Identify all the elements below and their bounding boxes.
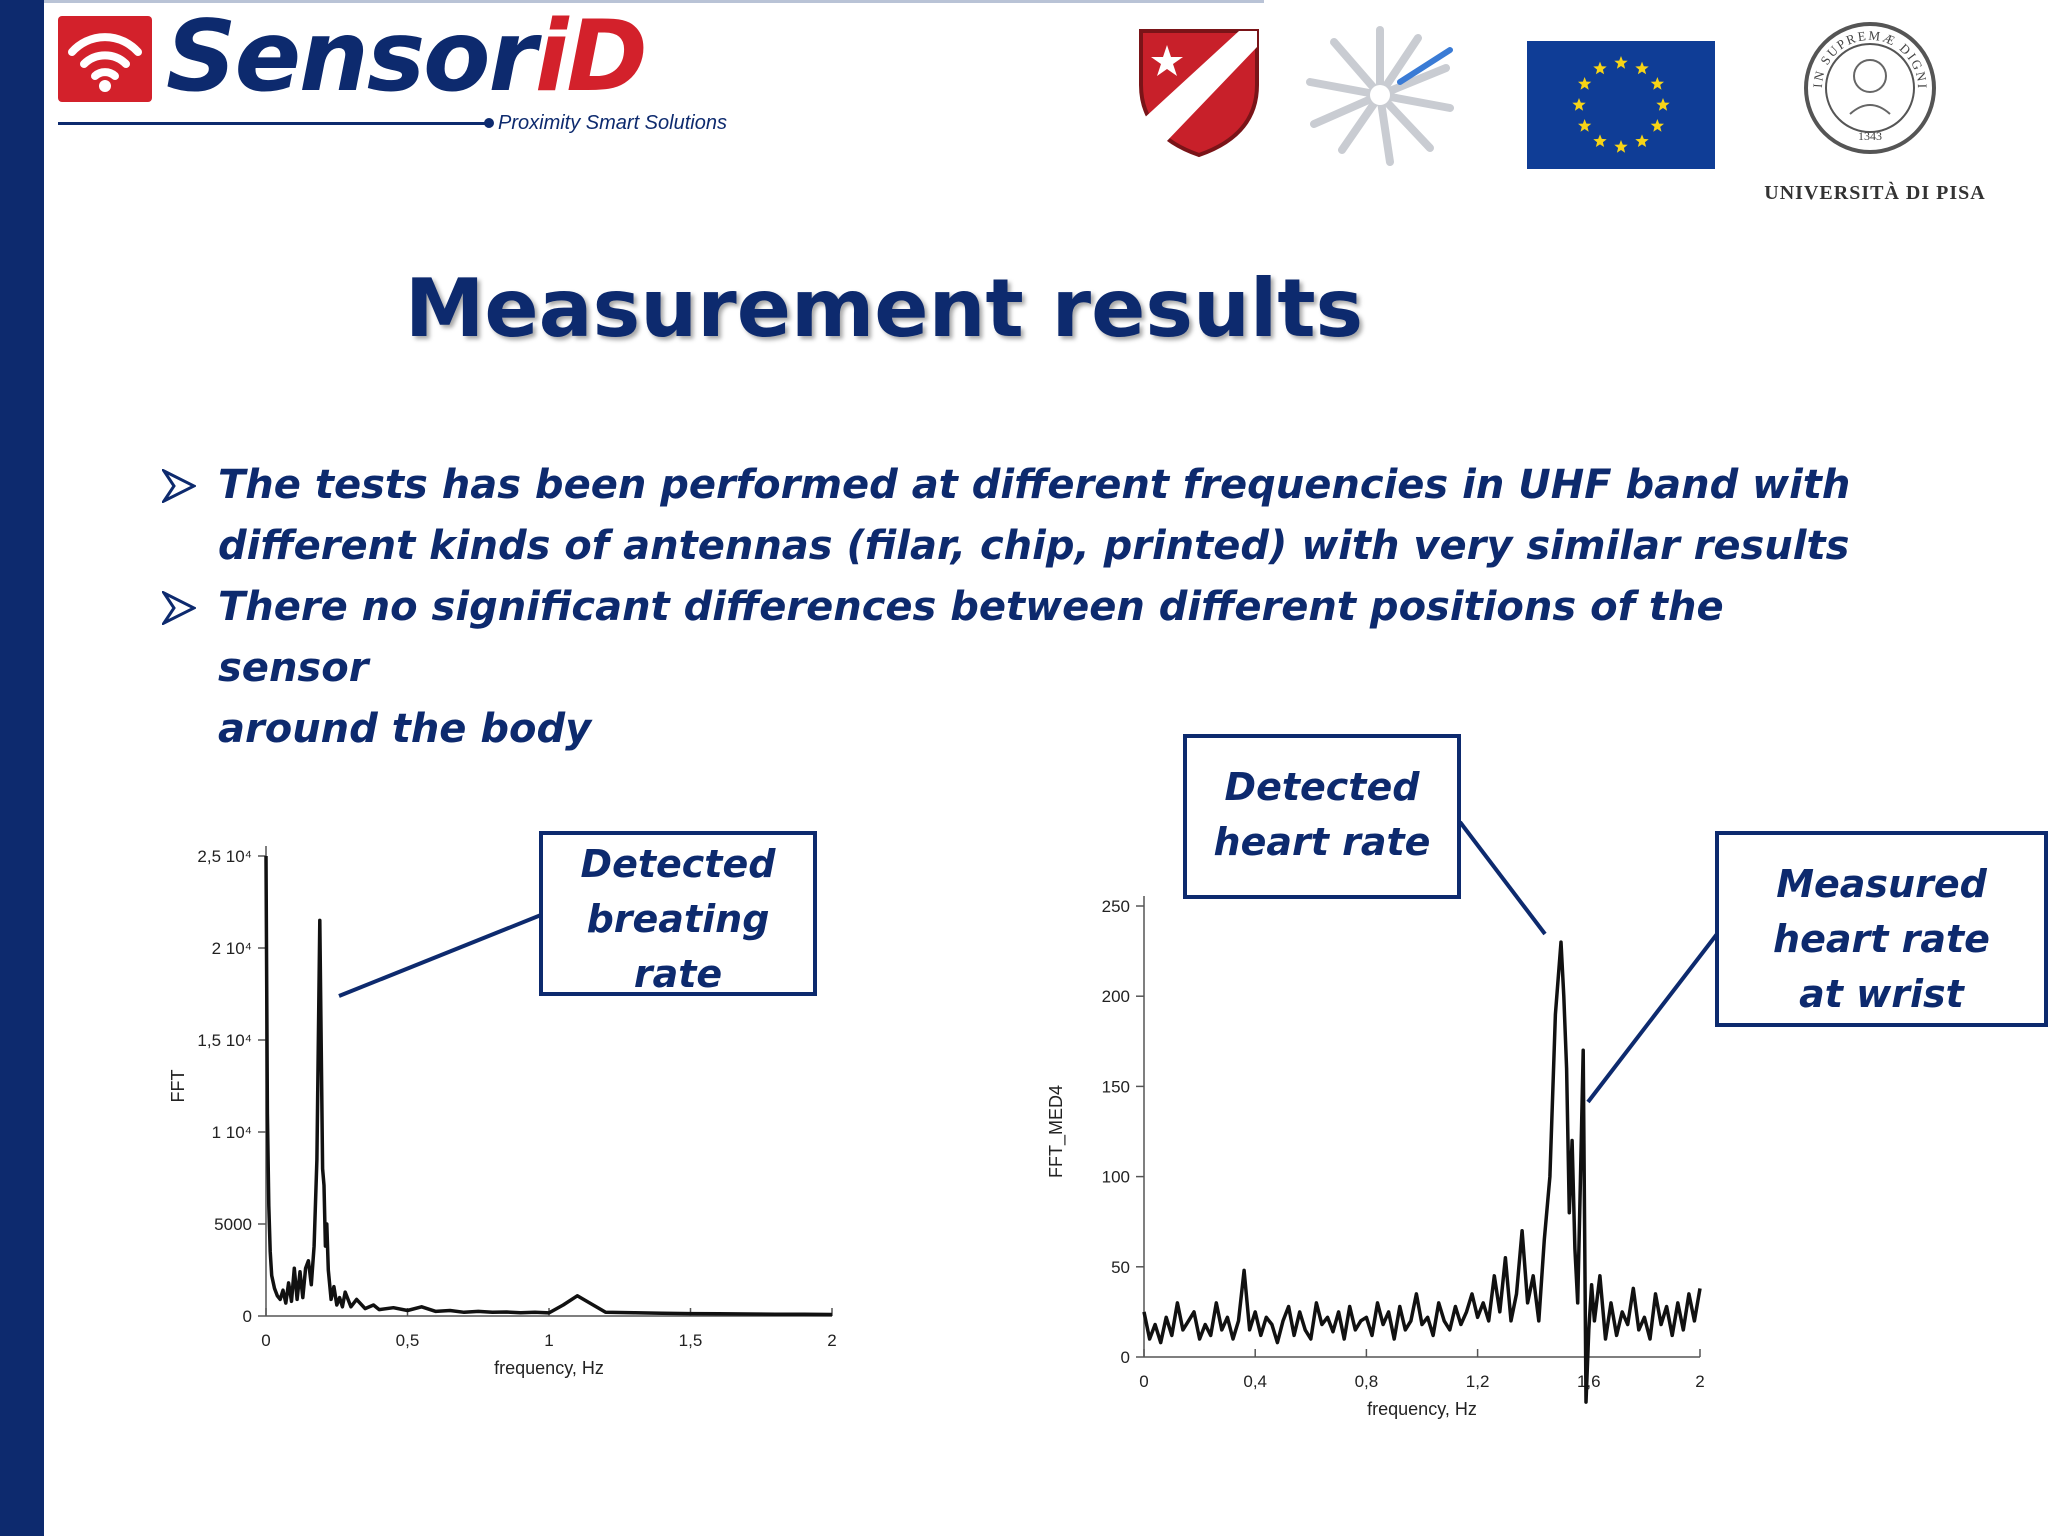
x-tick-label: 0 [261, 1331, 270, 1350]
bullet-line: around the body [218, 706, 592, 752]
x-axis-label: frequency, Hz [494, 1358, 604, 1378]
y-axis-label: FFT_MED4 [1046, 1085, 1067, 1178]
university-seal-logo: IN SUPREMÆ DIGNITATIS 1343 [1795, 0, 1940, 180]
bullet-line: The tests has been performed at differen… [218, 462, 1851, 508]
slide-title: Measurement results [404, 262, 1364, 355]
svg-text:1343: 1343 [1858, 129, 1882, 143]
callout-heart-rate: Detected heart rate [1183, 734, 1461, 899]
eu-star-icon [1635, 61, 1649, 75]
breathing-fft-chart: 0 5000 1 10⁴ 1,5 10⁴ 2 10⁴ 2,5 10⁴ 0 0,5 1 1,5 2 fr… [168, 846, 837, 1378]
wifi-icon [58, 16, 152, 102]
y-tick-label: 200 [1102, 987, 1130, 1006]
callout-wrist-heart-rate: Measured heart rate at wrist [1715, 831, 2048, 1027]
x-tick-label: 0,8 [1355, 1372, 1379, 1391]
callout-line: Detected [1224, 765, 1420, 809]
y-tick-label: 150 [1102, 1077, 1130, 1096]
eu-star-icon [1614, 140, 1628, 153]
x-tick-label: 0,4 [1243, 1372, 1267, 1391]
y-tick-label: 2,5 10⁴ [197, 847, 252, 866]
x-tick-label: 1 [544, 1331, 553, 1350]
sensor-id-logo: SensoriD Proximity Smart Solutions [58, 2, 758, 142]
callout-line: Detected [580, 842, 776, 886]
y-tick-label: 100 [1102, 1168, 1130, 1187]
x-tick-label: 0,5 [396, 1331, 420, 1350]
university-name: UNIVERSITÀ DI PISA [1764, 182, 1986, 204]
y-axis-label: FFT [168, 1070, 188, 1103]
brand-tagline: Proximity Smart Solutions [498, 112, 727, 134]
y-tick-label: 0 [1121, 1348, 1130, 1367]
callout-line: at wrist [1799, 972, 1964, 1016]
x-tick-label: 1,6 [1577, 1372, 1601, 1391]
x-tick-label: 2 [827, 1331, 836, 1350]
eu-star-icon [1635, 134, 1649, 147]
bullet-line: There no significant differences between… [218, 584, 1724, 691]
eu-star-icon [1650, 119, 1664, 132]
y-tick-label: 50 [1111, 1258, 1130, 1277]
bullet-list: The tests has been performed at differen… [162, 455, 1862, 760]
eu-star-icon [1650, 77, 1664, 90]
logo-rule [58, 122, 488, 125]
heart-fft-chart: 0 50 100 150 200 250 0 0,4 0,8 1,2 1,6 2 frequency, … [1046, 896, 1705, 1419]
callout-line: heart rate [1773, 917, 1990, 961]
eu-star-icon [1614, 56, 1628, 69]
callout-line: breating [586, 897, 770, 941]
callout-line: heart rate [1213, 820, 1431, 864]
logo-rule-dot [484, 118, 494, 128]
eu-star-icon [1578, 119, 1592, 132]
region-shield-logo [1135, 25, 1263, 160]
y-tick-label: 1,5 10⁴ [197, 1031, 252, 1050]
arrow-bullet-icon [162, 469, 196, 503]
top-rule [44, 0, 1264, 3]
series-line [264, 855, 833, 1317]
bullet-item: There no significant differences between… [162, 577, 1862, 760]
brand-name: SensoriD [166, 0, 648, 114]
eu-star-icon [1656, 98, 1670, 111]
x-tick-label: 1,2 [1466, 1372, 1490, 1391]
y-tick-label: 2 10⁴ [212, 939, 252, 958]
y-tick-label: 250 [1102, 897, 1130, 916]
y-tick-label: 1 10⁴ [212, 1123, 252, 1142]
program-burst-logo [1300, 20, 1460, 170]
bullet-line: different kinds of antennas (filar, chip… [218, 523, 1850, 569]
bullet-item: The tests has been performed at differen… [162, 455, 1862, 577]
x-axis-label: frequency, Hz [1367, 1399, 1477, 1419]
x-tick-label: 2 [1695, 1372, 1704, 1391]
callout-line: Measured [1776, 862, 1987, 906]
eu-star-icon [1593, 61, 1607, 75]
callout-line: rate [633, 952, 723, 996]
arrow-bullet-icon [162, 591, 196, 625]
callout-breathing-rate: Detected breating rate [539, 831, 817, 996]
y-tick-label: 0 [243, 1307, 252, 1326]
y-tick-label: 5000 [214, 1215, 252, 1234]
series-line [1142, 940, 1702, 1404]
eu-star-icon [1572, 98, 1586, 111]
eu-star-icon [1593, 134, 1607, 147]
eu-star-icon [1578, 77, 1592, 90]
left-accent-bar [0, 0, 44, 1536]
x-tick-label: 0 [1139, 1372, 1148, 1391]
eu-flag-logo [1527, 41, 1715, 169]
x-tick-label: 1,5 [679, 1331, 703, 1350]
